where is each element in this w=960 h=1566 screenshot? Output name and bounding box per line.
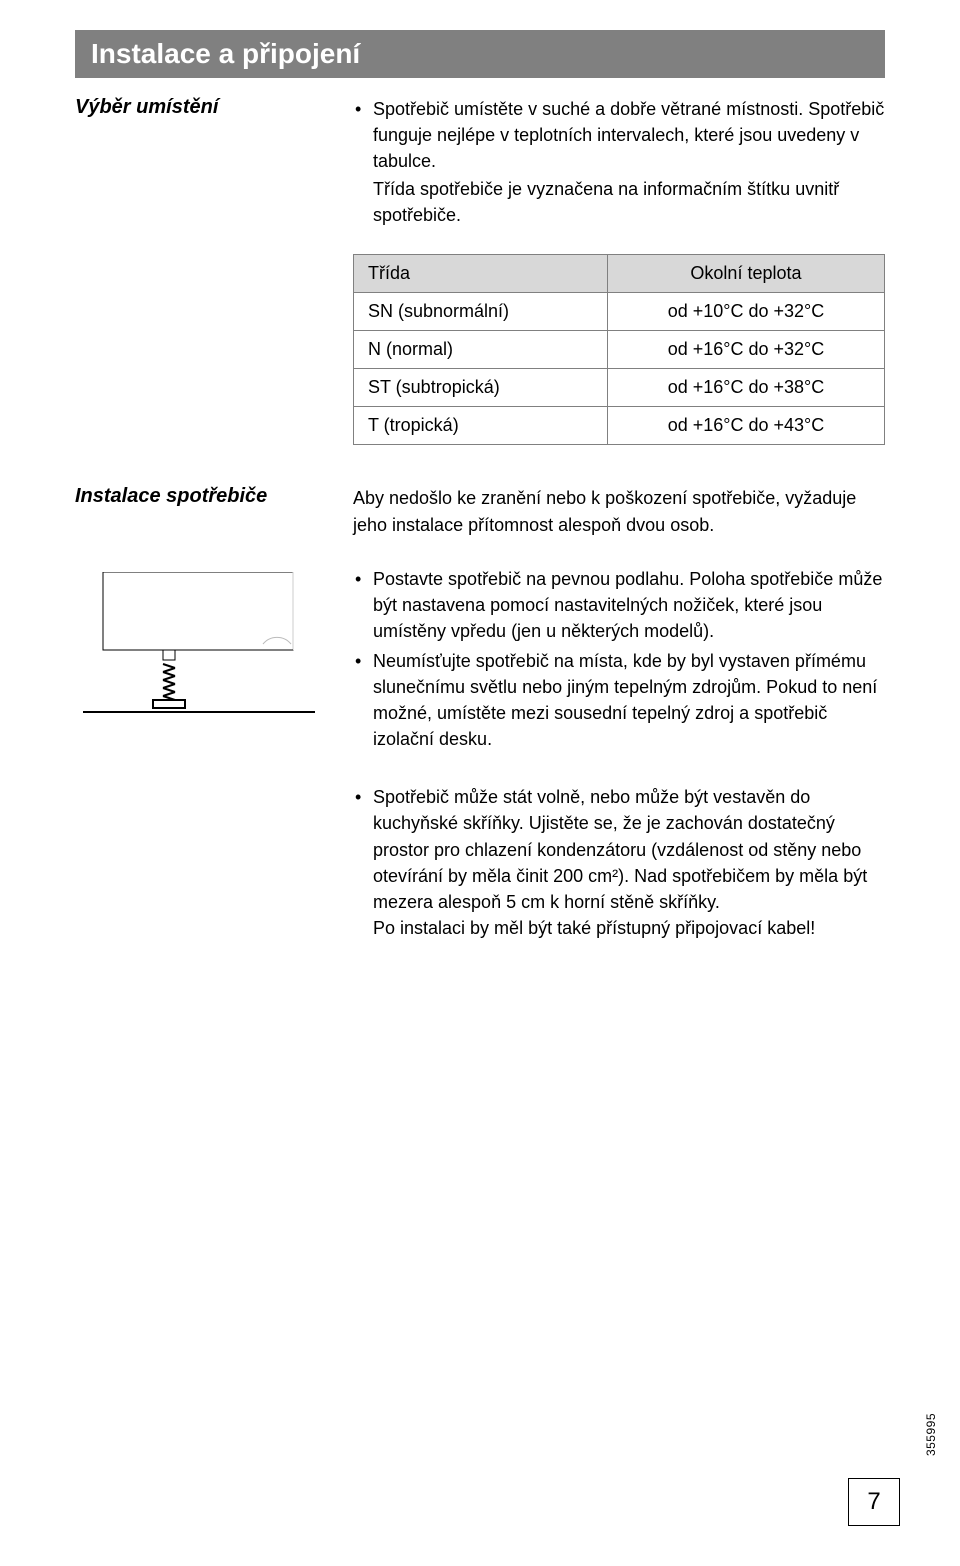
table-header-temp: Okolní teplota — [607, 255, 884, 293]
placement-followup: Třída spotřebiče je vyznačena na informa… — [373, 176, 885, 228]
install-bullet-c-text2: Po instalaci by měl být také přístupný p… — [373, 918, 815, 938]
install-row-illustration: Postavte spotřebič na pevnou podlahu. Po… — [75, 566, 885, 757]
table-header-row: Třída Okolní teplota — [354, 255, 885, 293]
section-heading-placement: Výběr umístění — [75, 96, 325, 232]
section-title-bar: Instalace a připojení — [75, 30, 885, 78]
table-cell: od +16°C do +38°C — [607, 369, 884, 407]
page-number-box: 7 — [848, 1478, 900, 1526]
placement-bullet-1-text: Spotřebič umístěte v suché a dobře větra… — [373, 99, 884, 171]
install-row-3: Spotřebič může stát volně, nebo může být… — [75, 784, 885, 945]
page-title: Instalace a připojení — [91, 38, 360, 69]
table-cell: od +16°C do +32°C — [607, 331, 884, 369]
install-intro: Aby nedošlo ke zranění nebo k poškození … — [353, 485, 885, 537]
page: Instalace a připojení Výběr umístění Spo… — [0, 0, 960, 1566]
section-heading-install: Instalace spotřebiče — [75, 485, 325, 537]
table-header-class: Třída — [354, 255, 608, 293]
climate-table-wrap: Třída Okolní teplota SN (subnormální) od… — [353, 254, 885, 445]
section-placement-body: Spotřebič umístěte v suché a dobře větra… — [353, 96, 885, 232]
install-bullets-list-1: Postavte spotřebič na pevnou podlahu. Po… — [353, 566, 885, 753]
table-row: T (tropická) od +16°C do +43°C — [354, 407, 885, 445]
table-cell: T (tropická) — [354, 407, 608, 445]
table-cell: SN (subnormální) — [354, 293, 608, 331]
empty-col — [75, 784, 325, 945]
adjustable-foot-illustration — [75, 566, 325, 736]
install-bullets-2: Spotřebič může stát volně, nebo může být… — [353, 784, 885, 945]
section-install: Instalace spotřebiče Aby nedošlo ke zran… — [75, 485, 885, 537]
table-row: N (normal) od +16°C do +32°C — [354, 331, 885, 369]
placement-bullets: Spotřebič umístěte v suché a dobře větra… — [353, 96, 885, 228]
section-placement: Výběr umístění Spotřebič umístěte v such… — [75, 96, 885, 232]
table-row: ST (subtropická) od +16°C do +38°C — [354, 369, 885, 407]
install-bullet-b: Neumísťujte spotřebič na místa, kde by b… — [353, 648, 885, 752]
table-cell: ST (subtropická) — [354, 369, 608, 407]
page-number: 7 — [867, 1488, 880, 1516]
table-cell: od +16°C do +43°C — [607, 407, 884, 445]
table-cell: od +10°C do +32°C — [607, 293, 884, 331]
install-bullet-a: Postavte spotřebič na pevnou podlahu. Po… — [353, 566, 885, 644]
document-code: 355995 — [924, 1413, 938, 1456]
install-bullets-list-2: Spotřebič může stát volně, nebo může být… — [353, 784, 885, 941]
install-bullet-c: Spotřebič může stát volně, nebo může být… — [353, 784, 885, 941]
placement-bullet-1: Spotřebič umístěte v suché a dobře větra… — [353, 96, 885, 228]
install-bullets-1: Postavte spotřebič na pevnou podlahu. Po… — [353, 566, 885, 757]
install-bullet-c-text1: Spotřebič může stát volně, nebo může být… — [373, 787, 867, 911]
table-cell: N (normal) — [354, 331, 608, 369]
table-row: SN (subnormální) od +10°C do +32°C — [354, 293, 885, 331]
climate-table: Třída Okolní teplota SN (subnormální) od… — [353, 254, 885, 445]
